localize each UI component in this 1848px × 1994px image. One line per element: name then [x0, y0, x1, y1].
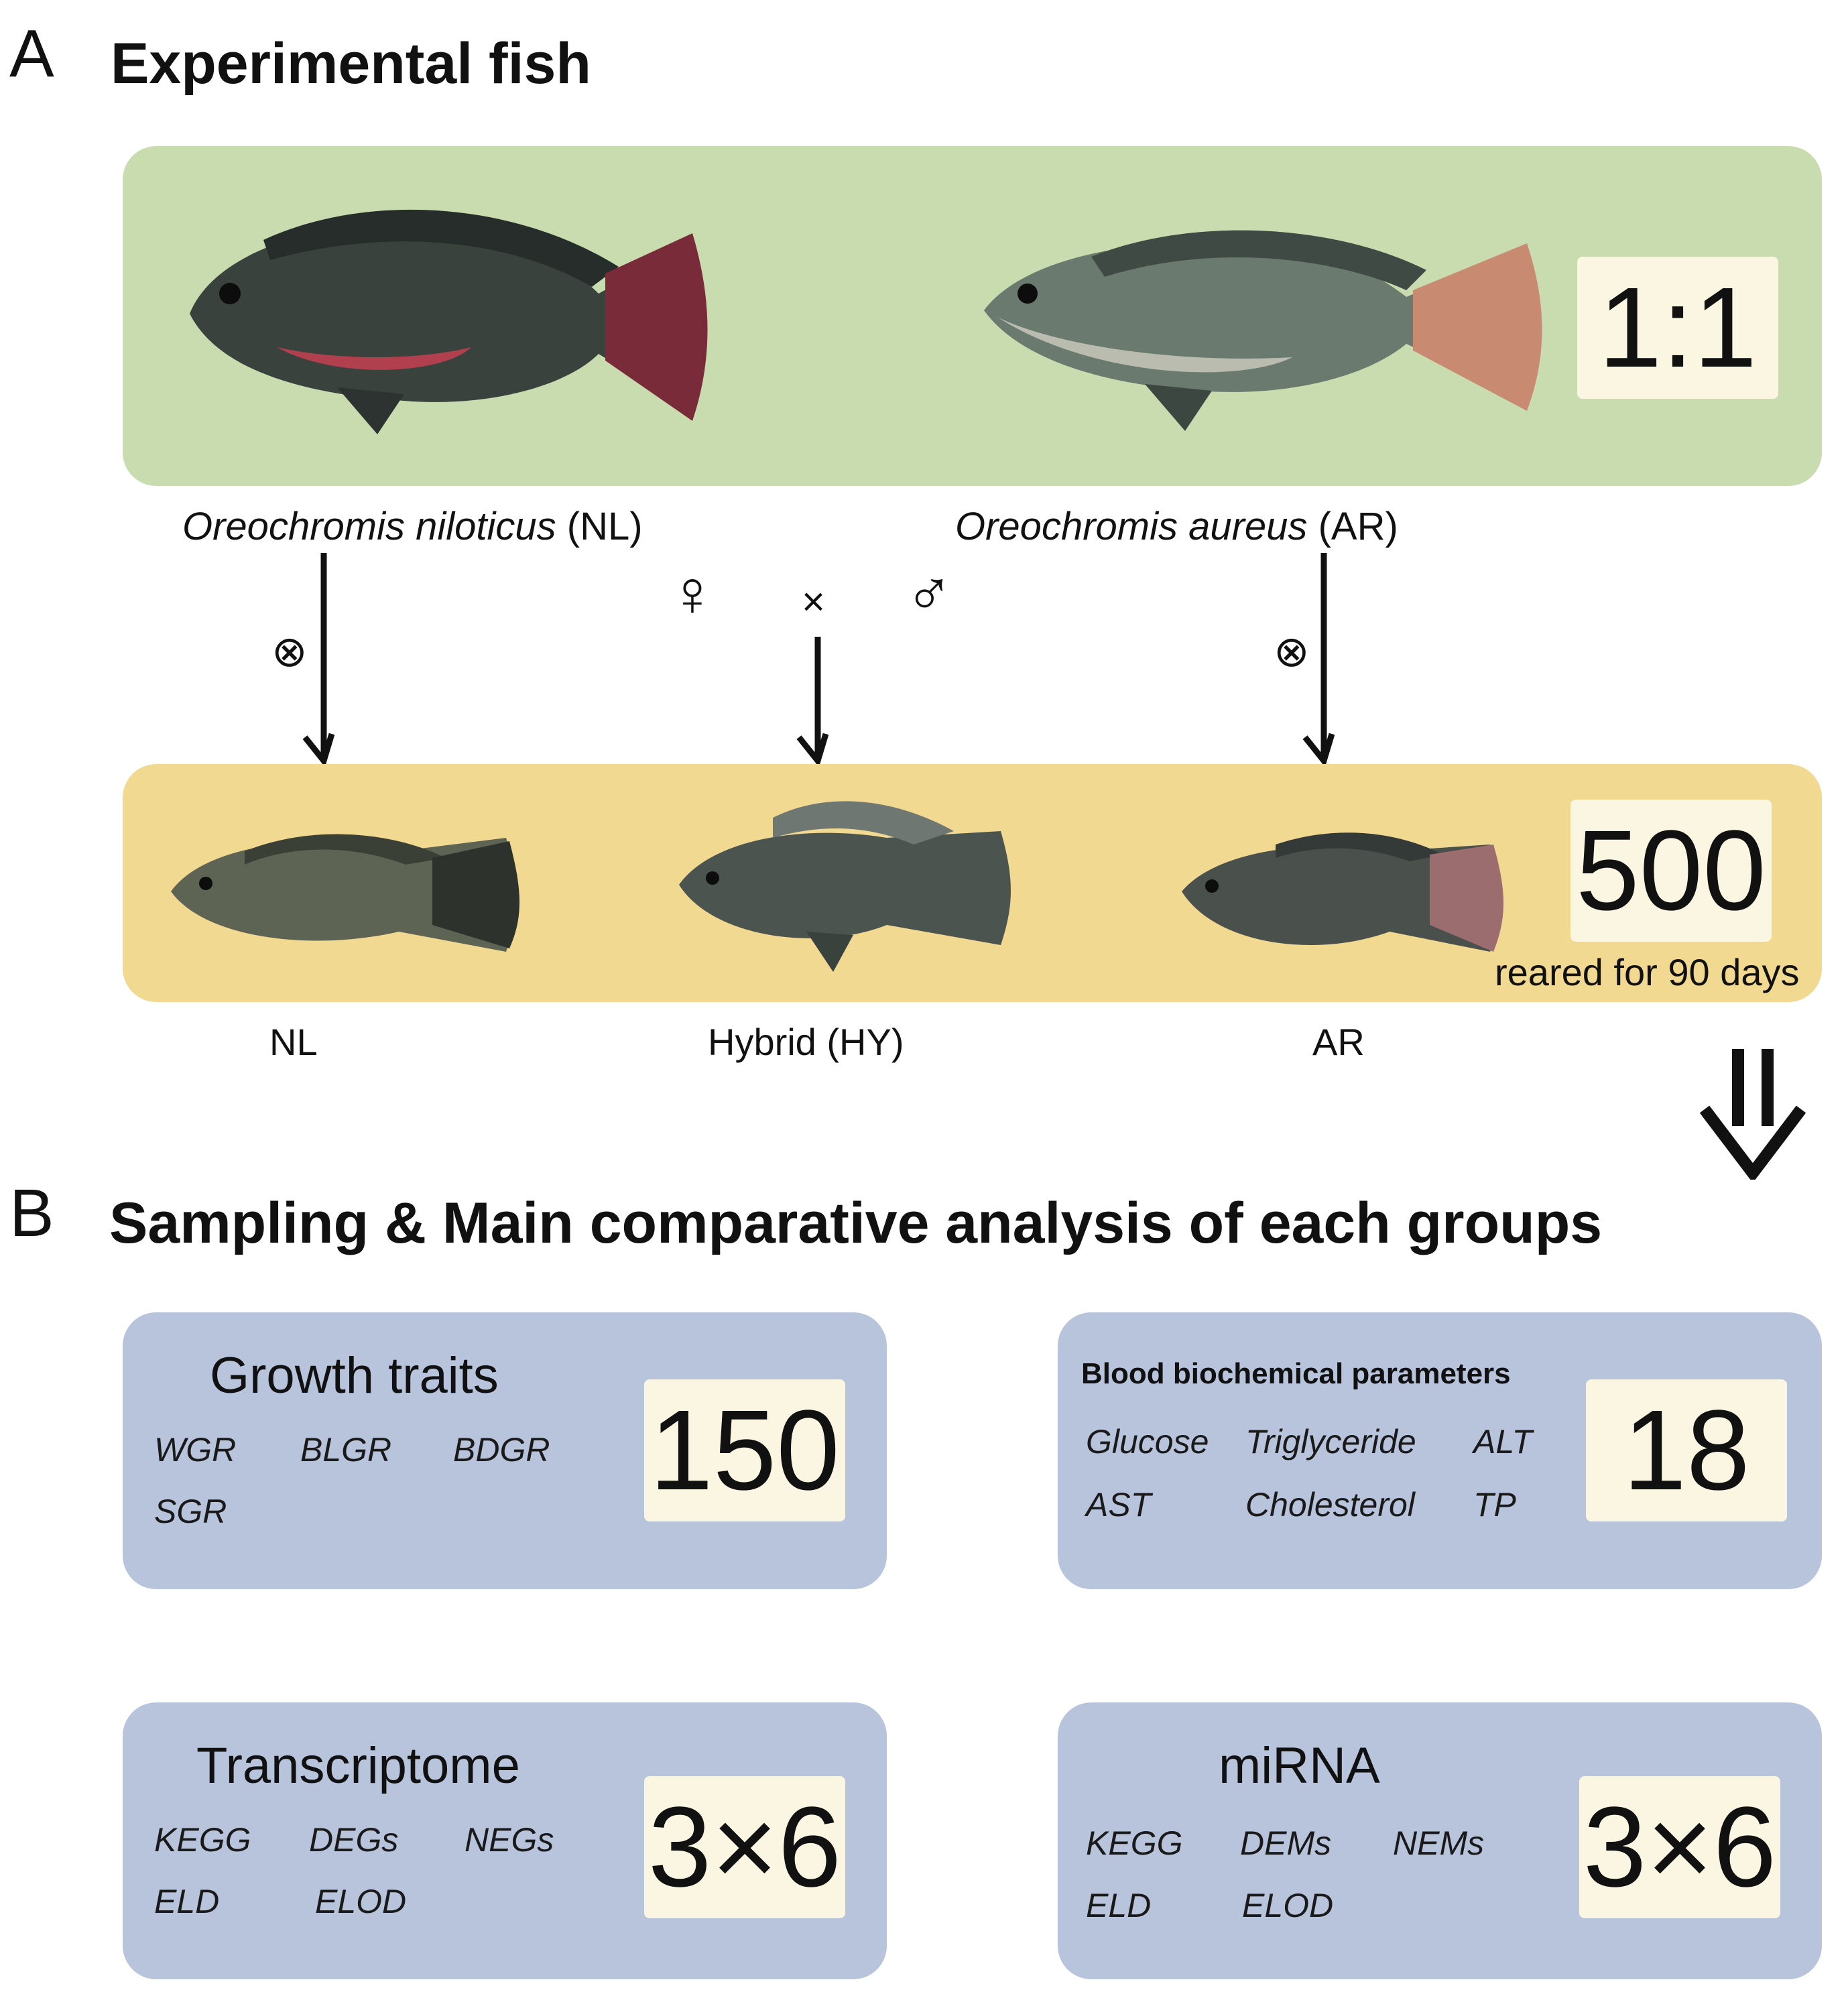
- male-symbol: ♂: [905, 558, 953, 629]
- keyword-degs: DEGs: [309, 1821, 399, 1859]
- nl-parent-fish-image: [190, 209, 708, 434]
- keyword-eld: ELD: [1086, 1887, 1152, 1924]
- card-mirna-count: 3×6: [1579, 1776, 1780, 1918]
- ar-offspring-fish-image: [1182, 832, 1503, 952]
- group-label-ar: AR: [1312, 1021, 1365, 1063]
- keyword-negs: NEGs: [465, 1821, 554, 1859]
- keyword-nems: NEMs: [1393, 1824, 1485, 1862]
- double-down-arrow: [1699, 1049, 1806, 1180]
- card-mirna-title: miRNA: [1219, 1737, 1380, 1794]
- nl-species-name: Oreochromis niloticus: [182, 505, 556, 548]
- card-blood-biochemical-title: Blood biochemical parameters: [1081, 1357, 1511, 1390]
- card-blood-biochemical-count: 18: [1586, 1379, 1787, 1521]
- keyword-ast: AST: [1086, 1486, 1152, 1523]
- card-transcriptome: Transcriptome KEGG DEGs NEGs ELD ELOD 3×…: [123, 1702, 887, 1979]
- keyword-wgr: WGR: [154, 1431, 237, 1469]
- parent-fish-box: 1:1: [123, 146, 1822, 486]
- keyword-cholesterol: Cholesterol: [1245, 1486, 1415, 1523]
- nl-species-label: Oreochromis niloticus (NL): [182, 507, 643, 546]
- card-blood-biochemical: Blood biochemical parameters Glucose Tri…: [1058, 1312, 1822, 1589]
- card-transcriptome-count: 3×6: [644, 1776, 845, 1918]
- panel-a-letter: A: [9, 16, 54, 91]
- offspring-fish-box: 500 reared for 90 days: [123, 764, 1822, 1002]
- keyword-sgr: SGR: [154, 1493, 227, 1530]
- card-mirna: miRNA KEGG DEMs NEMs ELD ELOD 3×6: [1058, 1702, 1822, 1979]
- ar-species-label: Oreochromis aureus (AR): [955, 507, 1398, 546]
- cross-arrows: [302, 553, 1335, 767]
- nl-self-cross-symbol: ⊗: [271, 627, 308, 676]
- cross-times-symbol: ×: [802, 579, 826, 624]
- offspring-count-box: 500: [1570, 800, 1772, 942]
- panel-a-title: Experimental fish: [111, 32, 591, 96]
- nl-species-abbr: (NL): [566, 505, 643, 548]
- keyword-triglyceride: Triglyceride: [1245, 1423, 1416, 1460]
- panel-b-title: Sampling & Main comparative analysis of …: [109, 1191, 1603, 1255]
- card-growth-traits-title: Growth traits: [210, 1347, 499, 1404]
- keyword-dems: DEMs: [1240, 1824, 1332, 1862]
- keyword-elod: ELOD: [1242, 1887, 1334, 1924]
- panel-b-letter: B: [9, 1176, 54, 1251]
- keyword-kegg: KEGG: [1086, 1824, 1183, 1862]
- keyword-blgr: BLGR: [300, 1431, 392, 1469]
- keyword-tp: TP: [1473, 1486, 1516, 1523]
- keyword-alt: ALT: [1473, 1423, 1532, 1460]
- nl-arrow: [302, 553, 335, 767]
- hybrid-arrow: [796, 637, 829, 767]
- keyword-elod: ELOD: [315, 1883, 407, 1920]
- card-growth-traits-count: 150: [644, 1379, 845, 1521]
- keyword-glucose: Glucose: [1086, 1423, 1209, 1460]
- ratio-box: 1:1: [1577, 257, 1778, 399]
- keyword-eld: ELD: [154, 1883, 220, 1920]
- female-symbol: ♀: [668, 558, 717, 629]
- ar-arrow: [1302, 553, 1335, 767]
- rearing-note: reared for 90 days: [1495, 951, 1800, 993]
- ar-parent-fish-image: [984, 230, 1542, 431]
- ar-species-abbr: (AR): [1318, 505, 1398, 548]
- card-growth-traits: Growth traits WGR BLGR BDGR SGR 150: [123, 1312, 887, 1589]
- nl-offspring-fish-image: [171, 834, 519, 952]
- keyword-kegg: KEGG: [154, 1821, 251, 1859]
- hybrid-offspring-fish-image: [679, 801, 1011, 972]
- card-transcriptome-title: Transcriptome: [196, 1737, 520, 1794]
- group-label-nl: NL: [269, 1021, 318, 1063]
- group-label-hybrid: Hybrid (HY): [708, 1021, 904, 1063]
- keyword-bdgr: BDGR: [453, 1431, 550, 1469]
- ar-self-cross-symbol: ⊗: [1274, 627, 1310, 676]
- ar-species-name: Oreochromis aureus: [955, 505, 1308, 548]
